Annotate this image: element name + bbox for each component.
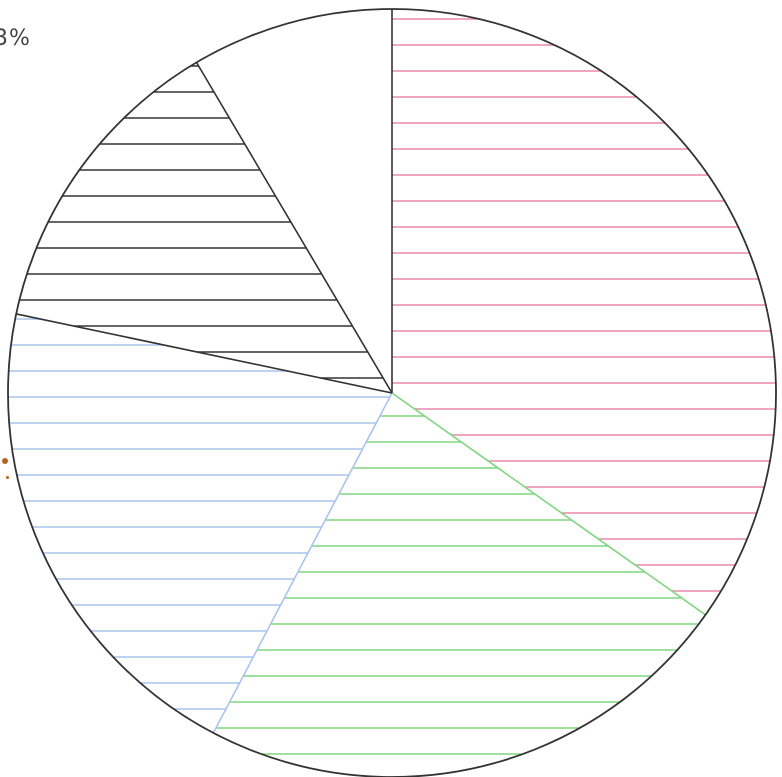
pie-slice-5 xyxy=(196,9,392,393)
slice-boundary-5 xyxy=(195,62,393,394)
slice-boundary-4 xyxy=(16,313,393,394)
pie-slice-1-area xyxy=(392,9,776,615)
stain-mark xyxy=(6,476,9,479)
pie-slice-5-area xyxy=(196,9,392,393)
stain-mark xyxy=(2,458,8,464)
pie-slice-3-area xyxy=(7,313,393,733)
pie-outline xyxy=(7,8,777,777)
outline-layer xyxy=(7,8,777,777)
pie-slice-2-area xyxy=(213,393,706,777)
pie-slice-4-area xyxy=(16,62,392,393)
slice-boundary-3 xyxy=(212,392,393,734)
slice-boundary-2 xyxy=(391,392,706,616)
corner-annotation: 3% xyxy=(0,26,31,51)
slices-layer xyxy=(7,9,776,777)
